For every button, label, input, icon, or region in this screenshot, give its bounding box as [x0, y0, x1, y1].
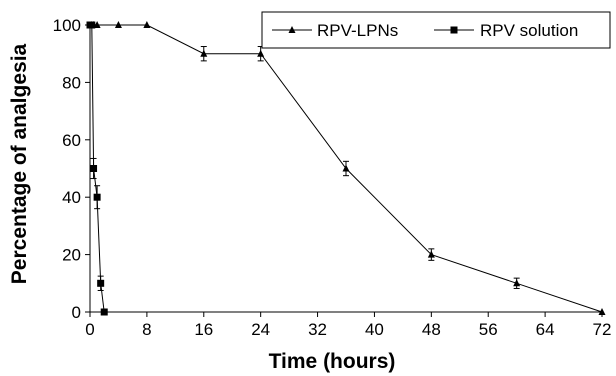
data-point-square	[100, 308, 108, 316]
data-point-square	[93, 193, 101, 201]
data-point-square	[90, 165, 98, 172]
data-point-triangle	[143, 21, 151, 28]
axes	[89, 25, 602, 313]
data-point-triangle	[200, 49, 208, 57]
data-point-triangle	[93, 21, 101, 28]
x-tick-label: 32	[308, 320, 327, 339]
x-tick-label: 24	[251, 320, 270, 339]
data-point-triangle	[257, 49, 265, 57]
data-point-triangle	[114, 21, 122, 28]
x-tick-label: 72	[593, 320, 612, 339]
x-tick-label: 56	[479, 320, 498, 339]
x-tick-label: 48	[422, 320, 441, 339]
legend-label-rpv-lpns: RPV-LPNs	[317, 21, 398, 40]
x-axis-title: Time (hours)	[269, 350, 396, 373]
y-tick-label: 60	[62, 131, 81, 150]
data-point-square	[88, 21, 96, 29]
data-point-triangle	[598, 308, 606, 315]
data-point-triangle	[342, 164, 350, 172]
y-tick-label: 0	[72, 303, 81, 322]
series-layer	[86, 21, 606, 316]
series-rpv-lpns	[88, 21, 606, 315]
y-axis-title: Percentage of analgesia	[8, 43, 31, 284]
y-tick-label: 20	[62, 246, 81, 265]
data-point-triangle	[513, 279, 521, 287]
y-tick-label: 40	[62, 188, 81, 207]
y-tick-label: 80	[62, 73, 81, 92]
tick-labels: 0 8 16 24 32 40 48 56 64 72 0 20 40 60 80 100	[53, 16, 612, 339]
x-tick-label: 64	[536, 320, 555, 339]
x-tick-label: 0	[85, 320, 94, 339]
x-tick-label: 16	[194, 320, 213, 339]
legend-marker-rpv-solution	[450, 26, 458, 34]
x-tick-label: 40	[365, 320, 384, 339]
data-point-triangle	[427, 250, 435, 258]
x-tick-label: 8	[142, 320, 151, 339]
legend: RPV-LPNs RPV solution	[261, 11, 611, 49]
legend-marker-rpv-lpns	[288, 26, 296, 33]
y-tick-label: 100	[53, 16, 81, 35]
series-rpv-solution	[86, 21, 108, 316]
legend-label-rpv-solution: RPV solution	[480, 21, 578, 40]
data-point-square	[97, 279, 105, 287]
